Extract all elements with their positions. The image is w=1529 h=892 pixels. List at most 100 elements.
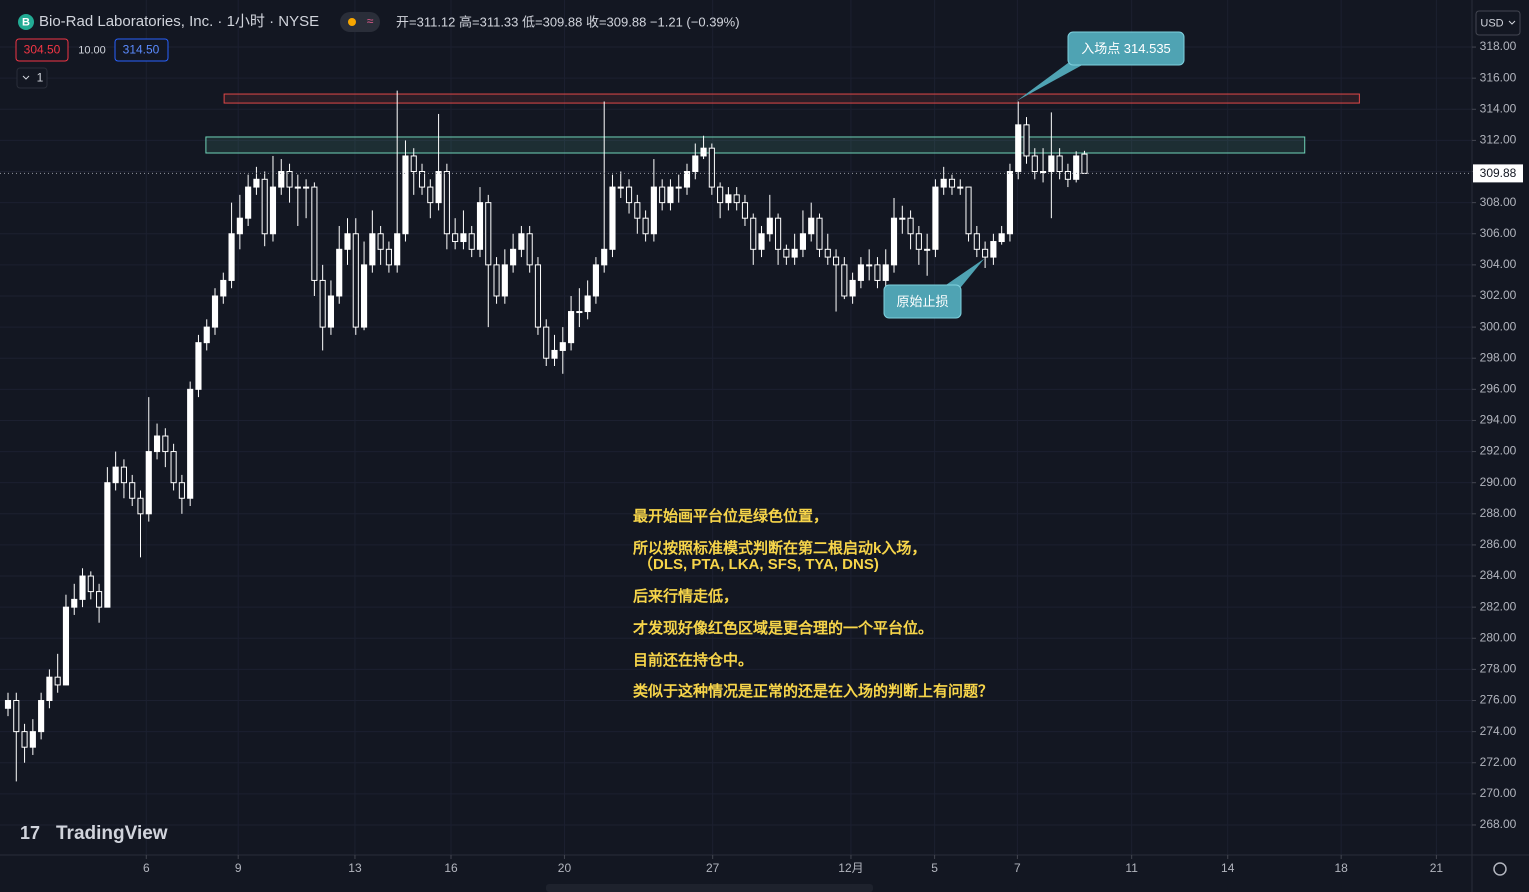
candle-body <box>493 264 500 297</box>
candle-body <box>899 217 906 220</box>
candle-body <box>294 186 301 189</box>
callout-text: 入场点 314.535 <box>1081 41 1171 56</box>
candle-body <box>526 233 533 266</box>
sell-price[interactable]: 304.50 <box>24 43 61 57</box>
candle-body <box>443 171 450 235</box>
candle-body <box>112 466 119 484</box>
y-tick-label: 290.00 <box>1480 475 1517 489</box>
currency-button[interactable] <box>1475 10 1521 36</box>
y-tick-label: 302.00 <box>1480 288 1517 302</box>
candle-body <box>617 186 624 189</box>
candle-body <box>71 598 78 608</box>
candle-body <box>965 186 972 235</box>
last-price-label: 309.88 <box>1480 166 1517 180</box>
chevron <box>22 75 30 80</box>
candle-body <box>1023 124 1030 157</box>
candle-body <box>683 171 691 188</box>
candle-body <box>783 248 790 258</box>
y-tick-label: 278.00 <box>1480 662 1517 676</box>
callout-text: 原始止损 <box>896 294 948 309</box>
candle-body <box>203 326 210 344</box>
session-badge[interactable] <box>340 12 380 32</box>
zone <box>223 93 1360 104</box>
candle-body <box>360 264 368 328</box>
candle-body <box>766 217 773 235</box>
candle-body <box>1040 171 1047 174</box>
buy-button[interactable] <box>114 38 169 62</box>
candle-body <box>1056 155 1063 173</box>
candle-body <box>857 264 864 281</box>
note-line: （DLS, PTA, LKA, SFS, TYA, DNS) <box>638 555 879 573</box>
y-tick-label: 280.00 <box>1480 630 1517 644</box>
candle-body <box>286 171 293 188</box>
y-tick-label: 308.00 <box>1480 195 1517 209</box>
candle-body <box>278 171 285 188</box>
candle-body <box>319 279 326 328</box>
candle-body <box>236 217 243 235</box>
candle-body <box>948 178 956 188</box>
brand: TradingView <box>56 823 168 844</box>
buy-price[interactable]: 314.50 <box>123 43 160 57</box>
candle-body <box>253 178 260 188</box>
note-line: 后来行情走低， <box>633 587 738 605</box>
sell-button[interactable] <box>15 38 69 62</box>
note-line: 类似于这种情况是正常的还是在入场的判断上有问题？ <box>633 682 993 700</box>
candle-body <box>824 248 831 258</box>
candle-body <box>21 731 28 748</box>
candle-body <box>576 311 583 314</box>
x-tick-label: 5 <box>931 861 938 875</box>
candle-body <box>435 171 442 204</box>
y-tick-label: 292.00 <box>1480 444 1517 458</box>
chevron <box>1508 20 1516 25</box>
candle-body <box>733 194 740 204</box>
candle-body <box>1015 124 1022 173</box>
candle-body <box>775 217 782 250</box>
candle-body <box>96 591 103 608</box>
note-line: 目前还在持仓中。 <box>633 651 753 669</box>
candle-body <box>327 295 335 328</box>
candle-body <box>129 482 136 499</box>
candle-body <box>518 233 525 250</box>
candle-body <box>1064 171 1071 180</box>
y-tick-label: 288.00 <box>1480 506 1517 520</box>
y-tick-label: 286.00 <box>1480 537 1517 551</box>
candle-body <box>137 497 144 515</box>
settings-icon[interactable] <box>1493 862 1507 876</box>
x-tick-label: 21 <box>1430 861 1444 875</box>
symbol-title[interactable]: Bio-Rad Laboratories, Inc. · 1小时 · NYSE <box>39 13 319 30</box>
candle-body <box>741 202 749 219</box>
candle-body <box>402 155 409 235</box>
y-tick-label: 296.00 <box>1480 382 1517 396</box>
candle-body <box>1031 155 1038 173</box>
candle-body <box>692 155 699 173</box>
candle-body <box>882 264 889 281</box>
note-line: 最开始画平台位是绿色位置， <box>633 507 828 525</box>
currency[interactable]: USD <box>1480 17 1503 29</box>
y-tick-label: 276.00 <box>1480 693 1517 707</box>
candle-body <box>303 186 310 189</box>
layout-toggle[interactable] <box>16 67 48 89</box>
note-line: 所以按照标准模式判断在第二根启动k入场， <box>633 539 926 557</box>
note-line: 才发现好像红色区域是更合理的一个平台位。 <box>633 619 933 637</box>
candle-body <box>410 155 417 173</box>
candle-body <box>568 311 575 344</box>
logo-badge <box>18 14 34 30</box>
candle-body <box>932 186 939 250</box>
candle-body <box>634 202 641 219</box>
candle-body <box>261 178 268 235</box>
candle-body <box>1073 155 1080 180</box>
callout-pointer <box>1016 63 1086 101</box>
candle-body <box>1048 155 1055 173</box>
y-tick-label: 314.00 <box>1480 101 1517 115</box>
candle-body <box>808 217 815 235</box>
candle-body <box>510 248 517 266</box>
candle-body <box>982 248 989 258</box>
callout-box <box>1067 31 1185 66</box>
candle-body <box>87 575 94 593</box>
candle-body <box>650 186 657 235</box>
candle-body <box>452 233 459 243</box>
candle-body <box>973 233 980 250</box>
zone <box>205 136 1306 154</box>
candle-body <box>584 295 591 313</box>
candle-body <box>915 233 922 250</box>
